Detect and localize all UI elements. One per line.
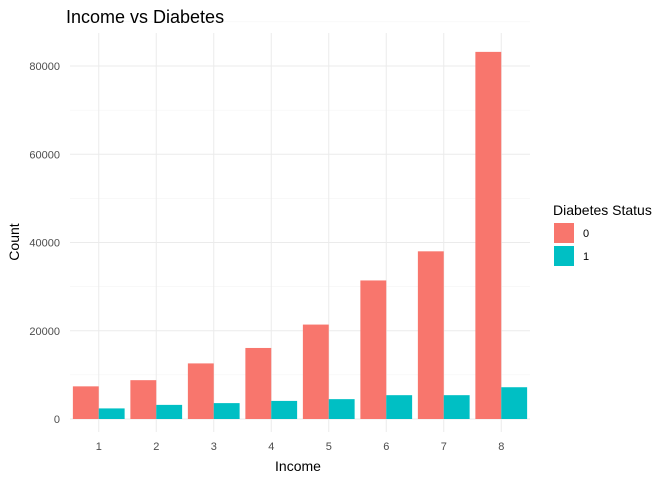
y-tick-label: 60000 — [29, 149, 60, 161]
legend-key-1 — [554, 246, 574, 266]
y-tick-label: 20000 — [29, 326, 60, 338]
bar-income-3-status-0 — [187, 363, 214, 419]
bar-income-7-status-0 — [417, 251, 444, 419]
x-tick-label: 7 — [441, 441, 447, 453]
bar-income-3-status-1 — [213, 403, 240, 419]
legend-label-1: 1 — [583, 251, 589, 263]
bar-income-5-status-0 — [302, 324, 329, 419]
legend-key-0 — [554, 223, 574, 243]
x-tick-label: 3 — [211, 441, 217, 453]
chart-title: Income vs Diabetes — [66, 7, 224, 27]
x-axis-ticks: 1 2 3 4 5 6 7 8 — [96, 441, 505, 453]
legend-title: Diabetes Status — [553, 202, 652, 218]
legend-label-0: 0 — [583, 228, 589, 240]
y-tick-label: 0 — [54, 414, 60, 426]
y-tick-label: 40000 — [29, 238, 60, 250]
bars — [72, 51, 528, 419]
legend: Diabetes Status 0 1 — [553, 202, 652, 266]
x-tick-label: 5 — [326, 441, 332, 453]
y-axis-title: Count — [6, 223, 22, 260]
bar-income-8-status-1 — [501, 387, 528, 419]
x-tick-label: 6 — [383, 441, 389, 453]
y-tick-label: 80000 — [29, 61, 60, 73]
bar-income-1-status-0 — [72, 386, 99, 419]
x-tick-label: 2 — [153, 441, 159, 453]
x-axis-title: Income — [275, 458, 321, 474]
bar-income-2-status-1 — [156, 404, 183, 419]
bar-income-7-status-1 — [443, 395, 470, 419]
bar-income-1-status-1 — [98, 408, 125, 419]
x-tick-label: 1 — [96, 441, 102, 453]
bar-income-4-status-0 — [245, 347, 272, 419]
bar-income-6-status-1 — [386, 395, 413, 419]
grid — [70, 21, 530, 432]
bar-income-5-status-1 — [328, 399, 355, 419]
bar-income-4-status-1 — [271, 400, 298, 419]
bar-income-8-status-0 — [475, 51, 502, 419]
bar-income-6-status-0 — [360, 280, 387, 419]
bar-income-2-status-0 — [130, 380, 157, 419]
y-axis-ticks: 0 20000 40000 60000 80000 — [29, 61, 60, 426]
x-tick-label: 4 — [268, 441, 274, 453]
x-tick-label: 8 — [498, 441, 504, 453]
